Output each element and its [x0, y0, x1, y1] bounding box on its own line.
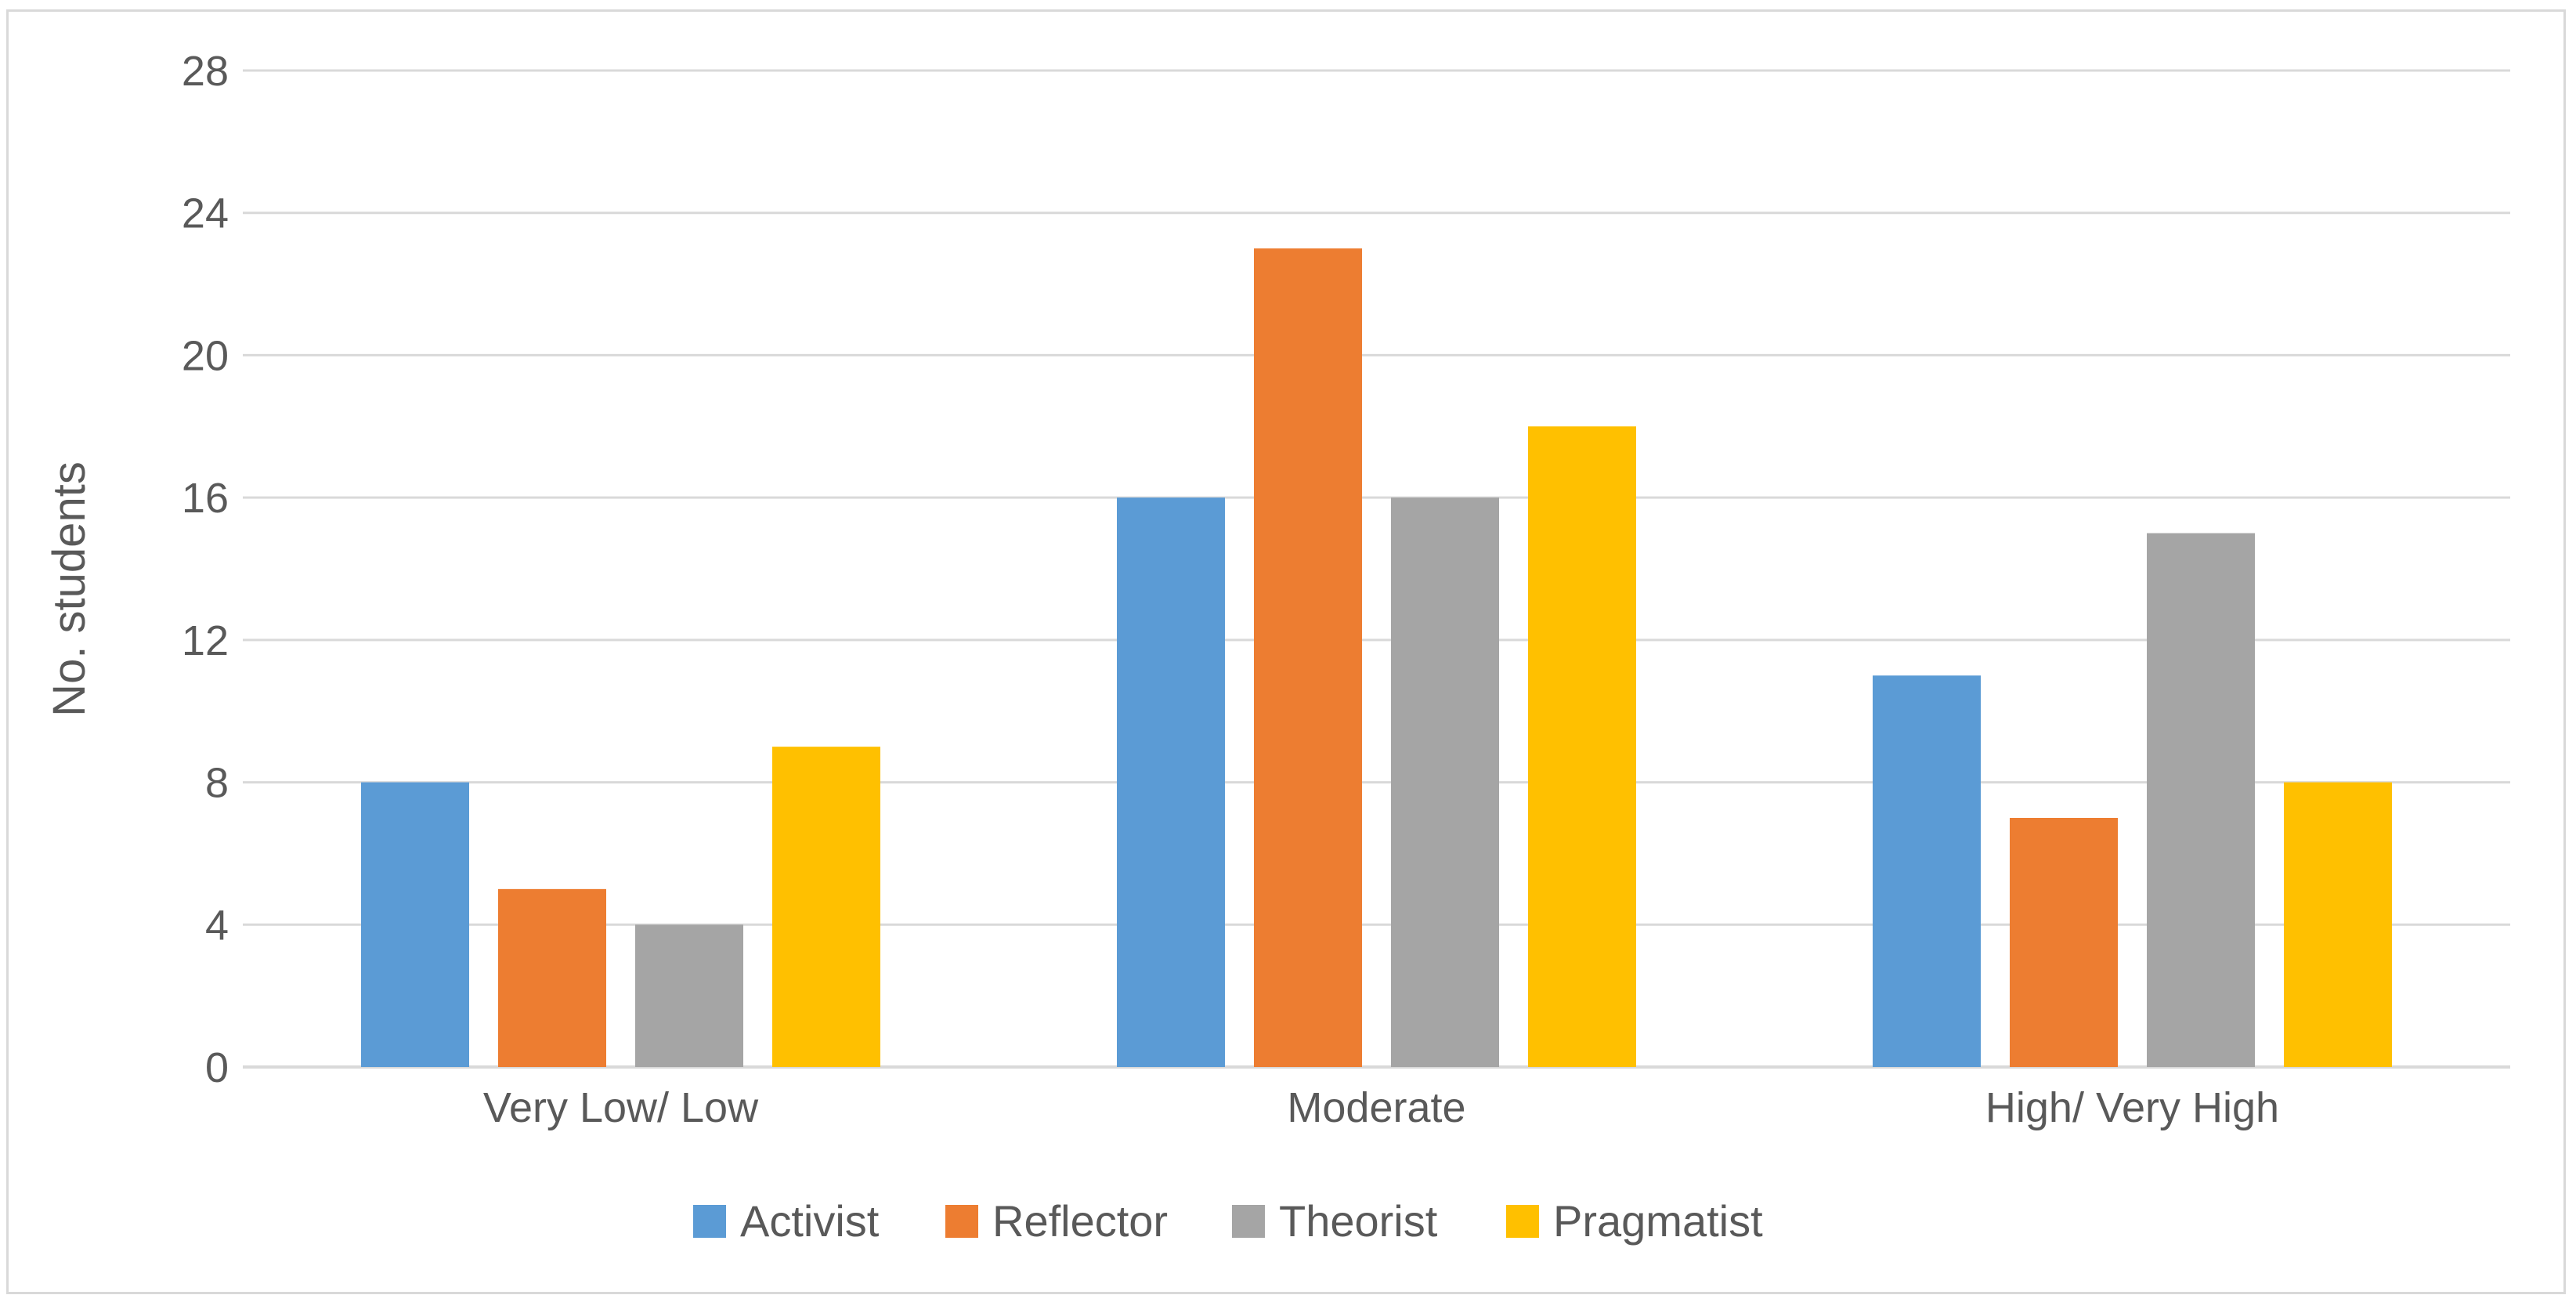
y-tick-label: 28 [182, 48, 229, 95]
legend-swatch [1232, 1205, 1265, 1238]
y-tick-label: 20 [182, 332, 229, 379]
x-axis-ticks: Very Low/ Low Moderate High/ Very High [483, 1084, 2279, 1131]
bar-theorist-1 [635, 924, 743, 1067]
y-tick-label: 24 [182, 190, 229, 237]
bar-pragmatist-2 [1528, 426, 1636, 1067]
bar-pragmatist-3 [2284, 782, 2392, 1067]
legend-swatch [1506, 1205, 1539, 1238]
gridlines [243, 69, 2510, 1069]
x-tick-label: High/ Very High [1985, 1084, 2279, 1131]
legend: Activist Reflector Theorist Pragmatist [693, 1196, 1763, 1246]
bar-theorist-2 [1391, 497, 1499, 1067]
legend-item-activist: Activist [693, 1196, 880, 1246]
bar-reflector-1 [498, 888, 606, 1067]
y-tick-label: 4 [205, 902, 229, 949]
legend-swatch [945, 1205, 978, 1238]
x-tick-label: Very Low/ Low [483, 1084, 759, 1131]
bar-reflector-2 [1254, 248, 1362, 1068]
bar-reflector-3 [2010, 818, 2118, 1067]
bar-activist-3 [1873, 675, 1981, 1067]
y-tick-label: 0 [205, 1044, 229, 1091]
legend-item-theorist: Theorist [1232, 1196, 1438, 1246]
bars [361, 248, 2392, 1068]
x-tick-label: Moderate [1287, 1084, 1465, 1131]
y-axis-title: No. students [44, 461, 95, 717]
y-axis-ticks: 0 4 8 12 16 20 24 28 [182, 48, 229, 1091]
legend-item-reflector: Reflector [945, 1196, 1168, 1246]
legend-swatch [693, 1205, 726, 1238]
bar-activist-2 [1117, 497, 1225, 1067]
legend-item-pragmatist: Pragmatist [1506, 1196, 1763, 1246]
y-tick-label: 12 [182, 617, 229, 664]
y-tick-label: 16 [182, 475, 229, 522]
legend-label: Reflector [992, 1196, 1168, 1246]
bar-pragmatist-1 [772, 747, 880, 1067]
legend-label: Theorist [1279, 1196, 1438, 1246]
legend-label: Pragmatist [1553, 1196, 1763, 1246]
legend-label: Activist [740, 1196, 880, 1246]
y-tick-label: 8 [205, 760, 229, 807]
bar-theorist-3 [2147, 533, 2255, 1067]
bar-activist-1 [361, 782, 469, 1067]
